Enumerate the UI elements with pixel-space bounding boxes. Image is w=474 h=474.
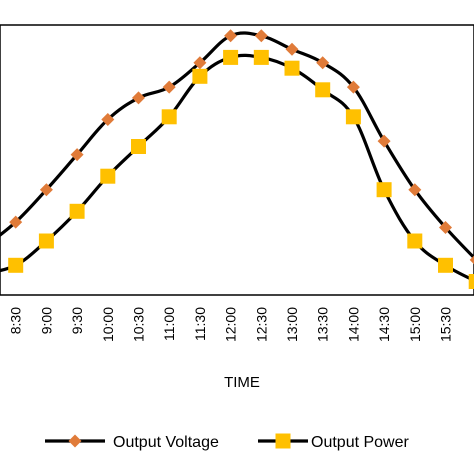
data-point-output-voltage-13-30 (316, 56, 330, 70)
data-point-output-voltage-14-00 (346, 80, 360, 94)
data-point-output-power-9-30 (69, 203, 85, 219)
legend-marker-output-voltage (68, 434, 82, 448)
data-point-output-power-13-30 (315, 82, 331, 98)
x-tick-label: 13:00 (284, 307, 300, 342)
legend-label-output-power: Output Power (311, 434, 410, 451)
data-point-output-voltage-11-00 (162, 80, 176, 94)
data-point-output-power-16-00 (468, 274, 474, 289)
data-point-output-voltage-8-30 (9, 215, 23, 229)
x-tick-label: 8:30 (8, 307, 24, 334)
data-point-output-voltage-10-00 (101, 113, 115, 126)
x-tick-label: 11:00 (161, 307, 177, 341)
legend: Output Voltage Output Power (45, 433, 410, 451)
data-point-output-voltage-10-30 (132, 91, 145, 105)
data-point-output-power-14-30 (376, 182, 392, 198)
data-point-output-power-14-00 (345, 109, 361, 125)
x-tick-label: 13:30 (315, 307, 331, 342)
x-tick-label: 14:30 (376, 307, 392, 342)
data-point-output-voltage-16-00 (469, 255, 474, 265)
x-tick-label: 12:30 (253, 307, 269, 342)
data-point-output-voltage-11-30 (193, 56, 207, 70)
x-tick-label: 10:30 (131, 307, 147, 342)
data-point-output-voltage-15-00 (408, 183, 422, 197)
legend-label-output-voltage: Output Voltage (113, 434, 219, 451)
data-point-output-voltage-15-30 (439, 221, 452, 234)
x-tick-label: 10:00 (100, 307, 116, 342)
x-tick-label: 15:30 (438, 307, 454, 342)
data-point-output-power-12-30 (253, 49, 269, 65)
data-point-output-power-8-30 (8, 257, 24, 273)
data-point-output-voltage-12-30 (254, 29, 268, 43)
data-point-output-voltage-14-30 (377, 134, 391, 148)
data-point-output-power-10-30 (131, 139, 146, 154)
data-point-output-voltage-9-00 (39, 183, 53, 197)
data-point-output-power-10-00 (100, 168, 116, 184)
data-point-output-voltage-13-00 (285, 42, 299, 56)
x-tick-labels: 8:30 9:00 9:30 10:00 10:30 11:00 11:30 12:00 12:… (8, 307, 454, 342)
series-layer (0, 29, 474, 289)
data-point-output-power-9-00 (38, 233, 54, 249)
data-point-output-power-15-30 (438, 257, 453, 273)
x-tick-label: 14:00 (345, 307, 361, 342)
data-point-output-power-11-00 (161, 109, 177, 125)
x-tick-label: 9:30 (69, 307, 85, 334)
data-point-output-voltage-12-00 (224, 29, 238, 43)
x-tick-label: 12:00 (223, 307, 239, 342)
data-point-output-power-11-30 (192, 68, 208, 84)
x-axis-title: TIME (224, 374, 260, 391)
data-point-output-voltage-9-30 (70, 148, 84, 162)
x-tick-label: 11:30 (192, 307, 208, 341)
data-point-output-power-12-00 (223, 49, 239, 65)
data-point-output-power-15-00 (407, 233, 423, 249)
x-tick-label: 15:00 (407, 307, 423, 342)
x-tick-label: 9:00 (38, 307, 54, 334)
data-point-output-power-13-00 (284, 60, 300, 76)
legend-marker-output-power (275, 433, 291, 449)
